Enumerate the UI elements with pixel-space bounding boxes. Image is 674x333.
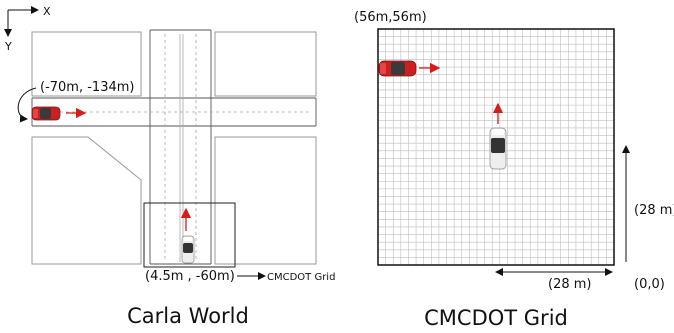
grid-white-car-icon xyxy=(489,127,507,170)
red-car-icon xyxy=(31,106,61,121)
cmcdot-grid-region xyxy=(143,202,236,268)
city-block-bottom-left xyxy=(31,136,142,265)
white-car-icon xyxy=(181,235,195,264)
height-dimension-label: (28 m) xyxy=(634,203,674,218)
x-axis-label: X xyxy=(43,5,51,18)
width-dimension-label: (28 m) xyxy=(548,277,591,292)
carla-world-title: Carla World xyxy=(127,304,249,328)
grid-origin-coordinate-label: (4.5m , -60m) xyxy=(145,269,235,284)
grid-origin-label: (0,0) xyxy=(634,277,665,292)
carla-world-map xyxy=(31,31,317,265)
axes-indicator: X Y xyxy=(4,5,51,53)
start-coordinate-label: (-70m, -134m) xyxy=(40,80,134,95)
cmcdot-grid-title: CMCDOT Grid xyxy=(424,306,568,330)
grid-top-left-coordinate: (56m,56m) xyxy=(354,10,427,25)
city-block-bottom-right xyxy=(214,136,317,265)
start-pointer-arrow xyxy=(17,87,37,123)
lane-markings xyxy=(36,34,312,262)
grid-border xyxy=(377,28,615,266)
city-block-top-right xyxy=(214,31,317,97)
grid-red-car-icon xyxy=(378,60,417,77)
city-block-top-left xyxy=(31,31,142,97)
grid-callout-label: CMCDOT Grid xyxy=(267,272,335,283)
y-axis-label: Y xyxy=(4,40,12,53)
roads xyxy=(31,29,317,265)
